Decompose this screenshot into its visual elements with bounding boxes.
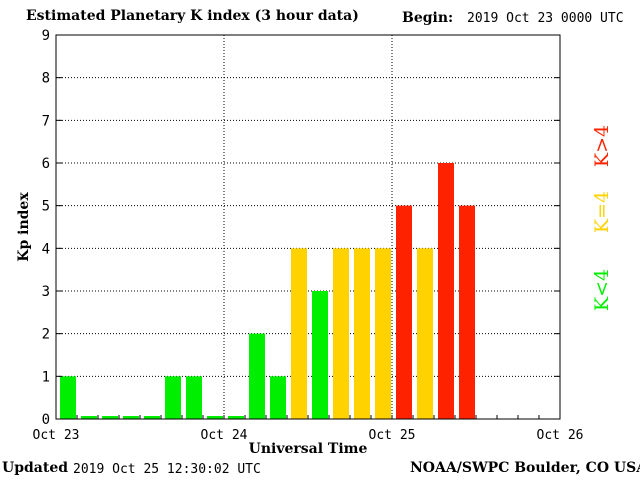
kp-bar [375,248,391,419]
x-axis-title: Universal Time [249,441,368,457]
y-tick-label: 9 [42,28,50,44]
y-tick-label: 1 [42,369,50,385]
chart-title: Estimated Planetary K index (3 hour data… [26,8,359,24]
y-axis-ticks: 0 1 2 3 4 5 6 7 8 9 [42,28,560,428]
y-tick-label: 3 [42,284,50,300]
kp-bar [270,376,286,419]
begin-label: Begin: [402,10,454,26]
begin-value: 2019 Oct 23 0000 UTC [467,11,624,26]
bar-series [60,163,475,419]
y-tick-label: 4 [42,241,50,257]
kp-bar [312,291,328,419]
x-tick-label: Oct 23 [33,428,80,443]
plot-frame [55,34,561,420]
kp-bar [207,416,223,419]
kp-bar [123,416,139,419]
y-tick-label: 6 [42,156,50,172]
grid-lines [56,35,560,419]
y-tick-label: 0 [42,412,50,428]
kp-bar [333,248,349,419]
y-tick-label: 5 [42,199,50,215]
kp-bar [417,248,433,419]
x-tick-label: Oct 26 [537,428,584,443]
x-tick-label: Oct 25 [369,428,416,443]
y-tick-label: 2 [42,327,50,343]
updated-value: 2019 Oct 25 12:30:02 UTC [73,462,261,477]
source-credit: NOAA/SWPC Boulder, CO USA [410,460,640,476]
x-tick-label: Oct 24 [201,428,248,443]
y-tick-label: 7 [42,113,50,129]
kp-bar [81,416,97,419]
updated-label: Updated [2,460,69,476]
kp-bar [60,376,76,419]
legend-high: K>4 [591,125,613,167]
kp-bar [354,248,370,419]
y-axis-title: Kp index [16,192,32,262]
kp-bar [291,248,307,419]
legend-mid: K=4 [591,191,613,233]
kp-bar [102,416,118,419]
kp-bar [438,163,454,419]
kp-bar [144,416,160,419]
kp-bar [165,376,181,419]
kp-bar [186,376,202,419]
legend-low: K<4 [591,269,613,311]
x-axis-ticks: Oct 23 Oct 24 Oct 25 Oct 26 [33,415,584,443]
kp-bar [459,205,475,419]
kp-bar [396,205,412,419]
y-tick-label: 8 [42,71,50,87]
kp-bar [249,333,265,419]
kp-bar [228,416,244,419]
